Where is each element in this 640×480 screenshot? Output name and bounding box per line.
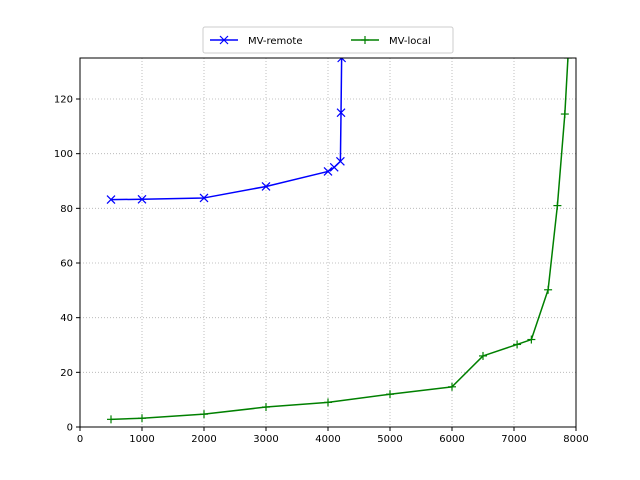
x-tick-label: 7000 bbox=[501, 434, 526, 445]
data-point bbox=[553, 201, 562, 210]
y-tick-label: 120 bbox=[54, 95, 73, 106]
x-tick-label: 6000 bbox=[439, 434, 464, 445]
data-point bbox=[199, 193, 209, 203]
axis-ticks: 0 1000 2000 3000 4000 5000 6000 7000 8000 0 20 40 60… bbox=[54, 95, 589, 446]
legend-item: MV-remote bbox=[210, 35, 302, 47]
data-point bbox=[106, 195, 116, 205]
x-tick-label: 2000 bbox=[191, 434, 216, 445]
data-point bbox=[323, 167, 333, 176]
data-point bbox=[560, 110, 569, 119]
data-point bbox=[200, 410, 208, 419]
legend-label: MV-remote bbox=[248, 36, 302, 47]
y-tick-label: 20 bbox=[60, 368, 73, 379]
data-point bbox=[386, 390, 394, 399]
data-point bbox=[324, 398, 332, 407]
grid-lines bbox=[79, 58, 577, 428]
data-point bbox=[513, 340, 522, 349]
legend-marker bbox=[361, 36, 369, 44]
y-tick-label: 40 bbox=[60, 313, 73, 324]
data-point bbox=[527, 335, 536, 344]
data-point bbox=[261, 182, 271, 191]
x-tick-label: 3000 bbox=[253, 434, 278, 445]
data-point bbox=[262, 403, 270, 412]
x-tick-label: 1000 bbox=[129, 434, 154, 445]
legend-marker bbox=[219, 35, 229, 45]
x-tick-label: 4000 bbox=[315, 434, 340, 445]
data-point bbox=[336, 108, 346, 118]
series-layer bbox=[106, 58, 572, 424]
series-line-mv-remote bbox=[110, 58, 343, 201]
data-point bbox=[335, 156, 345, 166]
data-point bbox=[479, 351, 487, 360]
data-point bbox=[138, 414, 146, 423]
legend-label: MV-local bbox=[389, 36, 431, 47]
legend-box bbox=[202, 26, 454, 54]
data-point bbox=[337, 58, 347, 63]
legend: MV-remote MV-local bbox=[202, 26, 454, 54]
series-line-mv-local bbox=[110, 58, 569, 421]
data-point bbox=[544, 285, 553, 294]
x-tick-label: 5000 bbox=[377, 434, 402, 445]
data-point bbox=[137, 194, 147, 204]
y-tick-label: 0 bbox=[67, 423, 73, 434]
data-point bbox=[448, 382, 456, 391]
y-tick-label: 60 bbox=[60, 259, 73, 270]
y-tick-label: 100 bbox=[54, 149, 73, 160]
legend-item: MV-local bbox=[351, 36, 431, 47]
axes-frame bbox=[79, 57, 577, 428]
data-point bbox=[107, 415, 115, 424]
x-tick-label: 8000 bbox=[563, 434, 588, 445]
y-tick-label: 80 bbox=[60, 204, 73, 215]
data-point bbox=[563, 58, 572, 62]
x-tick-label: 0 bbox=[77, 434, 83, 445]
